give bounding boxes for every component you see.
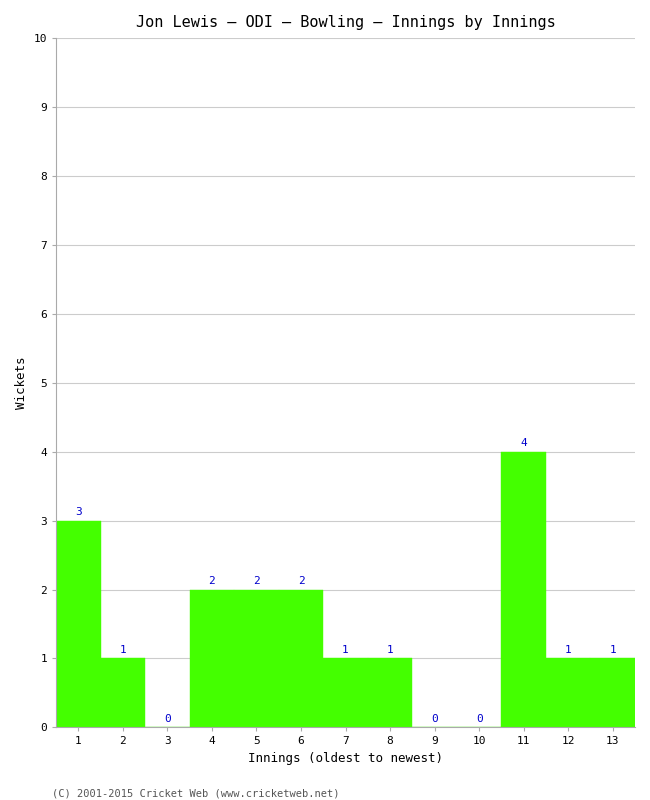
Text: 2: 2	[209, 576, 215, 586]
X-axis label: Innings (oldest to newest): Innings (oldest to newest)	[248, 752, 443, 765]
Text: 2: 2	[253, 576, 260, 586]
Text: 0: 0	[431, 714, 438, 724]
Text: 0: 0	[476, 714, 482, 724]
Bar	[56, 521, 101, 727]
Text: 1: 1	[120, 645, 126, 655]
Y-axis label: Wickets: Wickets	[15, 357, 28, 409]
Text: 1: 1	[609, 645, 616, 655]
Text: 2: 2	[298, 576, 304, 586]
Text: 3: 3	[75, 507, 82, 517]
Bar	[190, 590, 234, 727]
Title: Jon Lewis – ODI – Bowling – Innings by Innings: Jon Lewis – ODI – Bowling – Innings by I…	[136, 15, 555, 30]
Text: 1: 1	[387, 645, 393, 655]
Bar	[590, 658, 635, 727]
Bar	[368, 658, 412, 727]
Bar	[546, 658, 590, 727]
Bar	[101, 658, 145, 727]
Text: 1: 1	[342, 645, 349, 655]
Bar	[234, 590, 279, 727]
Text: 4: 4	[520, 438, 527, 448]
Bar	[323, 658, 368, 727]
Text: 0: 0	[164, 714, 171, 724]
Text: (C) 2001-2015 Cricket Web (www.cricketweb.net): (C) 2001-2015 Cricket Web (www.cricketwe…	[52, 788, 339, 798]
Bar	[501, 452, 546, 727]
Text: 1: 1	[565, 645, 571, 655]
Bar	[279, 590, 323, 727]
